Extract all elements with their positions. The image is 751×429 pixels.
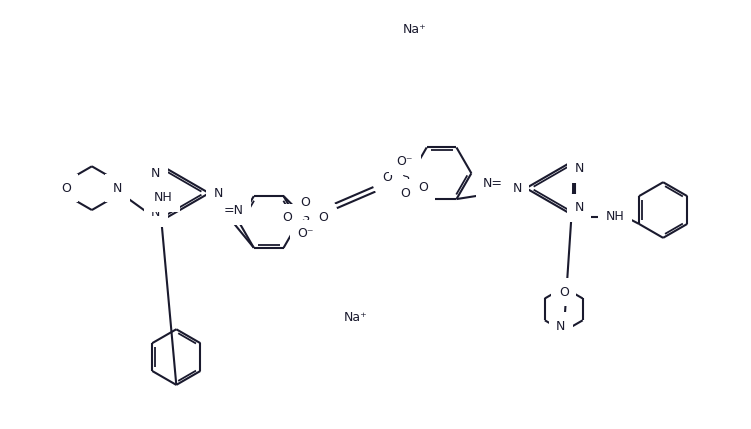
Text: O: O xyxy=(400,187,410,199)
Text: N=: N= xyxy=(483,177,503,190)
Text: N: N xyxy=(151,206,161,219)
Text: N: N xyxy=(113,181,122,195)
Text: O: O xyxy=(282,211,292,224)
Text: S: S xyxy=(401,171,409,184)
Text: N: N xyxy=(151,167,161,180)
Text: O: O xyxy=(559,286,569,299)
Text: O: O xyxy=(61,181,71,195)
Text: N: N xyxy=(556,320,566,333)
Text: O⁻: O⁻ xyxy=(397,155,413,168)
Text: =N: =N xyxy=(224,204,243,217)
Text: NH: NH xyxy=(605,210,624,223)
Text: O: O xyxy=(300,196,310,208)
Text: O: O xyxy=(418,181,427,193)
Text: N: N xyxy=(575,201,584,214)
Text: O: O xyxy=(382,171,392,184)
Text: Na⁺: Na⁺ xyxy=(403,23,427,36)
Text: Na⁺: Na⁺ xyxy=(343,311,367,324)
Text: N: N xyxy=(575,162,584,175)
Text: O: O xyxy=(318,211,328,224)
Text: N: N xyxy=(213,187,223,199)
Text: NH: NH xyxy=(153,191,172,204)
Text: S: S xyxy=(301,211,309,224)
Text: N: N xyxy=(512,181,522,195)
Text: O⁻: O⁻ xyxy=(297,227,314,240)
